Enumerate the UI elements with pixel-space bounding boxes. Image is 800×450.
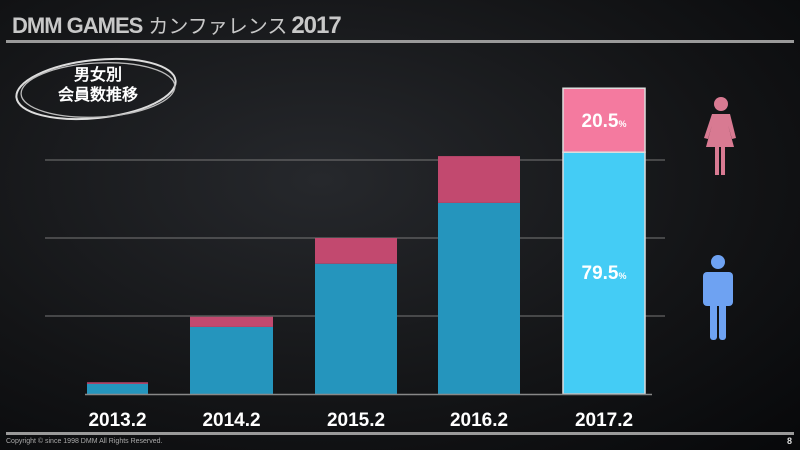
header-year: 2017 <box>291 12 341 39</box>
bar-male <box>190 326 273 394</box>
female-person-icon <box>704 97 736 175</box>
x-tick-label: 2017.2 <box>575 410 633 431</box>
x-tick-label: 2016.2 <box>450 410 508 431</box>
bar-female <box>562 87 646 153</box>
x-tick-label: 2013.2 <box>88 410 146 431</box>
male-share-label: 79.5% <box>582 263 627 284</box>
brand: DMM GAMES <box>12 13 143 38</box>
bar-female <box>190 316 273 327</box>
male-person-icon <box>703 255 733 340</box>
bar-female <box>315 238 397 264</box>
x-tick-label: 2014.2 <box>202 410 260 431</box>
footer-rule <box>6 432 794 435</box>
header-title: DMM GAMES カンファレンス 2017 <box>12 10 342 40</box>
bar-female <box>438 156 520 203</box>
bar-male <box>562 151 646 395</box>
badge-line1: 男女別 <box>73 67 122 84</box>
bar-male <box>438 202 520 394</box>
copyright: Copyright © since 1998 DMM All Rights Re… <box>6 438 163 445</box>
page-number: 8 <box>786 436 792 446</box>
bar-female <box>87 382 148 384</box>
badge-line2: 会員数推移 <box>57 87 138 104</box>
x-tick-label: 2015.2 <box>327 410 385 431</box>
circle-scribble <box>15 57 177 121</box>
chart-badge: 男女別 会員数推移 <box>15 57 178 121</box>
header-subtitle: カンファレンス <box>148 16 288 38</box>
bar-male <box>87 383 148 394</box>
header-rule <box>6 40 794 43</box>
female-share-label: 20.5% <box>582 111 627 132</box>
bar-male <box>315 263 397 394</box>
